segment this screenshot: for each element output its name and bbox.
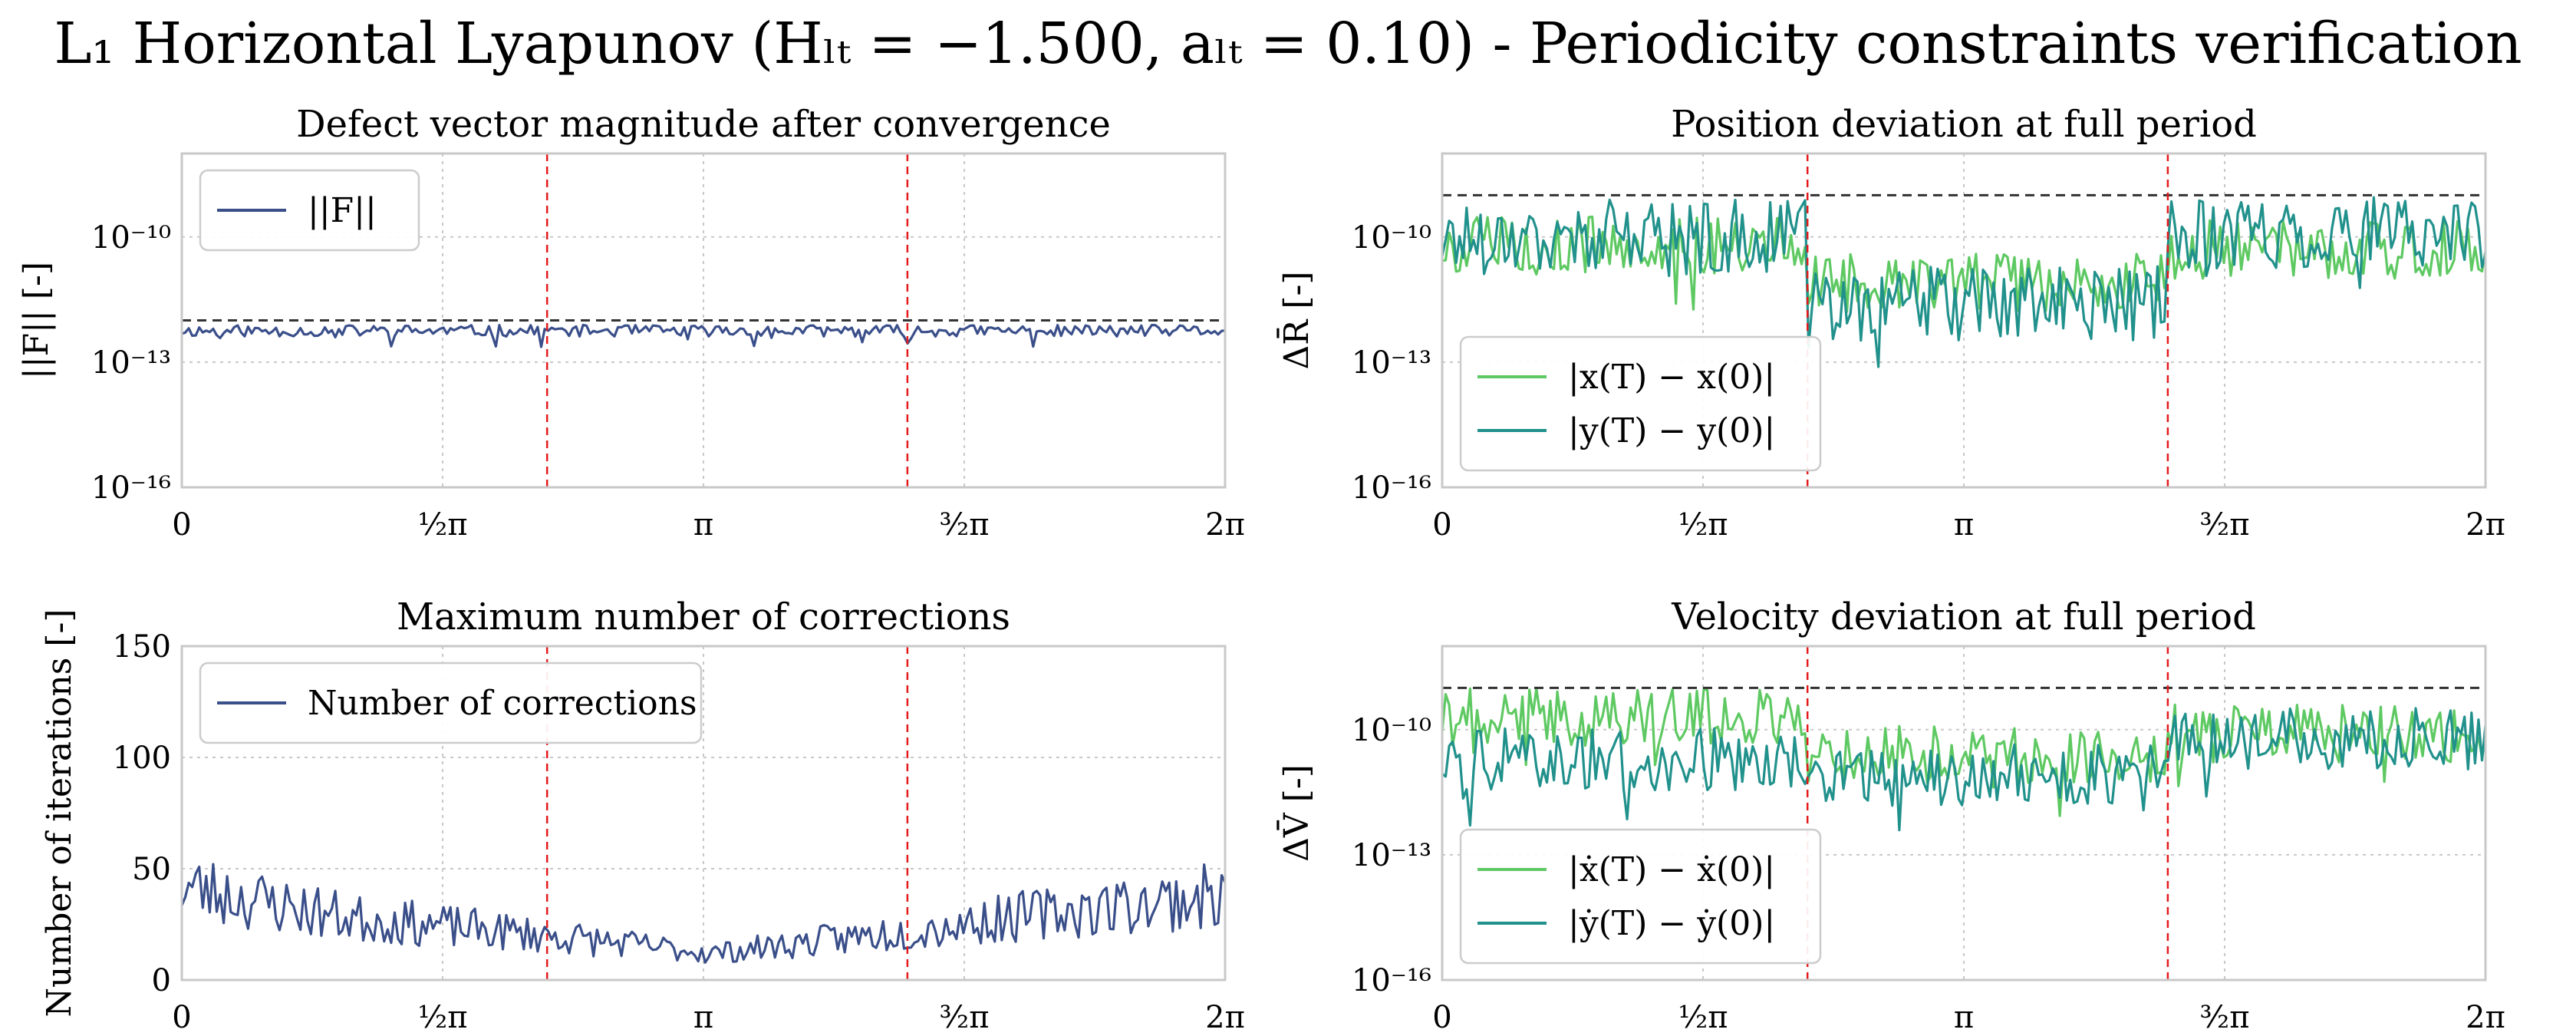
x-tick-label: 2π	[2466, 1000, 2505, 1035]
legend-box	[199, 662, 703, 744]
panel-defect: Defect vector magnitude after convergenc…	[17, 103, 1245, 543]
series-line-0	[1442, 215, 2485, 313]
legend-label: |ẏ(T) − ẏ(0)|	[1568, 904, 1775, 943]
panel-title: Maximum number of corrections	[397, 596, 1010, 638]
x-tick-label: ½π	[417, 1000, 467, 1035]
plot-area	[1442, 153, 2485, 487]
x-tick-label: 0	[1432, 1000, 1451, 1035]
y-tick-label: 10⁻¹³	[91, 345, 171, 381]
panel-velocity: Velocity deviation at full period 0 ½π π ³⁄₂…	[1276, 596, 2505, 1035]
legend-label: Number of corrections	[308, 684, 697, 723]
panel-corrections: Maximum number of corrections 0 ½π π ³⁄₂π 2π 0…	[40, 596, 1245, 1035]
x-tick-label: π	[693, 507, 713, 543]
x-tick-label: ³⁄₂π	[2199, 507, 2249, 543]
legend-label: |y(T) − y(0)|	[1568, 411, 1775, 450]
x-tick-label: ³⁄₂π	[939, 507, 989, 543]
x-tick-label: π	[1954, 1000, 1974, 1035]
axes-frame	[180, 152, 1227, 489]
y-tick-label: 150	[113, 629, 171, 665]
panel-position: Position deviation at full period 0 ½π π ³⁄₂…	[1276, 103, 2505, 543]
y-tick-label: 10⁻¹⁶	[91, 470, 171, 506]
x-tick-label: 0	[172, 1000, 191, 1035]
x-tick-label: 2π	[2466, 507, 2505, 543]
legend-label: ||F||	[308, 191, 377, 230]
y-tick-label: 10⁻¹⁶	[1352, 470, 1431, 506]
y-tick-label: 0	[152, 963, 171, 998]
legend-box	[1459, 828, 1822, 965]
axes-frame	[1441, 645, 2487, 982]
x-tick-label: 2π	[1205, 1000, 1245, 1035]
legend-box	[199, 169, 420, 252]
series-line-1	[1442, 707, 2485, 832]
panel-title: Defect vector magnitude after convergenc…	[296, 103, 1111, 146]
y-tick-label: 10⁻¹⁰	[1352, 713, 1431, 748]
x-tick-label: π	[693, 1000, 713, 1035]
axes-frame	[180, 645, 1227, 982]
plot-area	[182, 153, 1225, 487]
panel-title: Position deviation at full period	[1671, 103, 2257, 146]
legend: |ẋ(T) − ẋ(0)| |ẏ(T) − ẏ(0)|	[1459, 828, 1822, 965]
x-tick-label: ½π	[1678, 1000, 1728, 1035]
plot-area	[1442, 646, 2485, 980]
y-tick-label: 100	[113, 741, 171, 776]
axes-frame	[1441, 152, 2487, 489]
series-line-0	[182, 323, 1225, 348]
x-tick-label: ½π	[417, 507, 467, 543]
y-tick-label: 10⁻¹³	[1352, 838, 1431, 873]
x-tick-label: ½π	[1678, 507, 1728, 543]
legend-label: |x(T) − x(0)|	[1568, 358, 1775, 397]
series-line-0	[1442, 687, 2485, 817]
y-tick-label: 10⁻¹³	[1352, 345, 1431, 381]
legend-label: |ẋ(T) − ẋ(0)|	[1568, 850, 1775, 889]
y-tick-label: 10⁻¹⁰	[1352, 220, 1431, 256]
x-tick-label: ³⁄₂π	[939, 1000, 989, 1035]
series-line-0	[182, 863, 1225, 964]
legend-box	[1459, 335, 1822, 472]
y-tick-label: 50	[132, 852, 171, 887]
y-axis-label: ΔV̄ [-]	[1276, 764, 1316, 862]
legend: Number of corrections	[199, 662, 703, 744]
legend: |x(T) − x(0)| |y(T) − y(0)|	[1459, 335, 1822, 472]
panel-title: Velocity deviation at full period	[1671, 596, 2256, 638]
x-tick-label: ³⁄₂π	[2199, 1000, 2249, 1035]
y-tick-label: 10⁻¹⁰	[91, 220, 171, 256]
panels: Defect vector magnitude after convergenc…	[17, 103, 2505, 1035]
y-axis-label: Number of iterations [-]	[40, 609, 79, 1018]
y-axis-label: ΔR̄ [-]	[1276, 271, 1316, 369]
x-tick-label: 2π	[1205, 507, 1245, 543]
y-axis-label: ||F|| [-]	[17, 262, 56, 379]
legend: ||F||	[199, 169, 420, 252]
series-line-1	[1442, 196, 2485, 368]
x-tick-label: π	[1954, 507, 1974, 543]
y-tick-label: 10⁻¹⁶	[1352, 963, 1431, 998]
x-tick-label: 0	[1432, 507, 1451, 543]
figure-title: L₁ Horizontal Lyapunov (Hₗₜ = −1.500, aₗ…	[54, 11, 2522, 77]
x-tick-label: 0	[172, 507, 191, 543]
